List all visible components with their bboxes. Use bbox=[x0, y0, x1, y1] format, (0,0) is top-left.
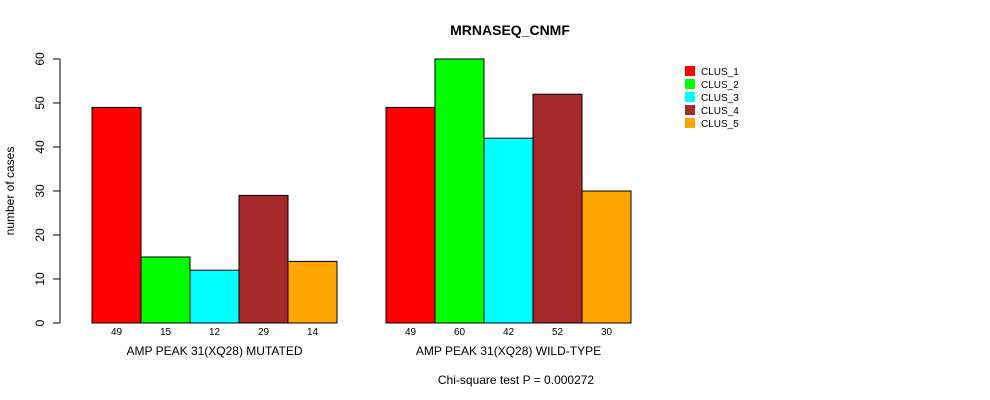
chi-square-footnote: Chi-square test P = 0.000272 bbox=[438, 373, 595, 387]
legend-label-2: CLUS_2 bbox=[701, 80, 739, 91]
bar-count-label: 60 bbox=[454, 327, 466, 338]
bar-count-label: 12 bbox=[209, 327, 221, 338]
group-labels: AMP PEAK 31(XQ28) MUTATED AMP PEAK 31(XQ2… bbox=[126, 344, 601, 358]
bar-count-label: 15 bbox=[160, 327, 172, 338]
legend-label-4: CLUS_4 bbox=[701, 106, 739, 117]
legend-swatch-1 bbox=[685, 66, 695, 76]
bar-clus-4-group-2 bbox=[532, 93, 583, 324]
legend-swatch-5 bbox=[685, 118, 695, 128]
bar-clus-1-group-2 bbox=[385, 106, 436, 324]
y-tick-label: 0 bbox=[33, 319, 47, 326]
y-tick-label: 30 bbox=[33, 184, 47, 198]
bar-count-label: 52 bbox=[552, 327, 564, 338]
value-labels: 49 15 12 29 14 49 60 42 52 30 bbox=[111, 327, 613, 338]
bar-clus-3-group-1 bbox=[189, 269, 240, 324]
bar-count-label: 29 bbox=[258, 327, 270, 338]
bar-count-label: 30 bbox=[601, 327, 613, 338]
bar-clus-2-group-1 bbox=[140, 256, 191, 324]
legend-label-3: CLUS_3 bbox=[701, 93, 739, 104]
bar-count-label: 42 bbox=[503, 327, 515, 338]
bar-count-label: 49 bbox=[405, 327, 417, 338]
y-tick-label: 40 bbox=[33, 140, 47, 154]
y-tick-label: 60 bbox=[33, 52, 47, 66]
bars bbox=[91, 58, 632, 324]
bar-count-label: 14 bbox=[307, 327, 319, 338]
legend-label-5: CLUS_5 bbox=[701, 119, 739, 130]
bar-clus-5-group-1 bbox=[287, 260, 338, 324]
bar-clus-3-group-2 bbox=[483, 137, 534, 324]
y-tick-label: 10 bbox=[33, 272, 47, 286]
bar-clus-5-group-2 bbox=[581, 190, 632, 324]
chart-title: MRNASEQ_CNMF bbox=[450, 22, 570, 38]
bar-clus-1-group-1 bbox=[91, 106, 142, 324]
group-label-1: AMP PEAK 31(XQ28) MUTATED bbox=[126, 344, 302, 358]
bar-clus-2-group-2 bbox=[434, 58, 485, 324]
y-axis: 0 10 20 30 40 50 60 bbox=[33, 52, 61, 326]
bar-count-label: 49 bbox=[111, 327, 123, 338]
legend-label-1: CLUS_1 bbox=[701, 67, 739, 78]
group-label-2: AMP PEAK 31(XQ28) WILD-TYPE bbox=[416, 344, 601, 358]
bar-clus-4-group-1 bbox=[238, 194, 289, 324]
y-tick-label: 20 bbox=[33, 228, 47, 242]
y-tick-label: 50 bbox=[33, 96, 47, 110]
y-axis-label: number of cases bbox=[3, 147, 17, 236]
legend: CLUS_1 CLUS_2 CLUS_3 CLUS_4 CLUS_5 bbox=[685, 66, 739, 130]
legend-swatch-2 bbox=[685, 79, 695, 89]
legend-swatch-3 bbox=[685, 92, 695, 102]
legend-swatch-4 bbox=[685, 105, 695, 115]
